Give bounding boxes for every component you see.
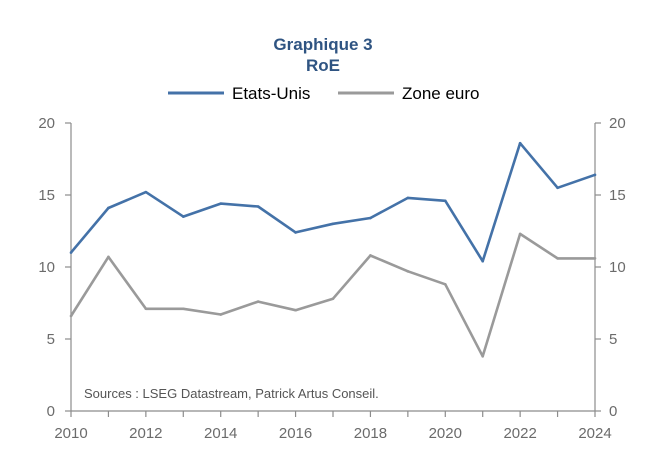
x-tick-label: 2018 [354,425,387,442]
data-point-zone-euro [144,307,148,311]
legend-label-zone-euro: Zone euro [402,84,480,103]
data-point-etats-unis [369,216,372,220]
data-point-zone-euro [69,314,73,318]
data-point-zone-euro [107,255,110,259]
data-point-etats-unis [331,222,335,226]
data-point-etats-unis [181,215,185,218]
data-point-zone-euro [406,270,410,273]
x-tick-label: 2020 [429,425,462,442]
x-tick-label: 2022 [503,425,536,442]
data-point-etats-unis [294,231,297,234]
source-note: Sources : LSEG Datastream, Patrick Artus… [84,386,379,401]
data-point-etats-unis [593,173,597,177]
data-point-etats-unis [406,196,410,200]
chart-subtitle: RoE [306,56,340,75]
series-line-zone-euro [69,232,595,358]
data-point-zone-euro [593,257,597,260]
y-tick-label-left: 10 [38,259,55,276]
legend-label-etats-unis: Etats-Unis [232,84,310,103]
data-point-zone-euro [219,313,223,316]
series-lines [69,141,597,358]
data-point-zone-euro [294,308,297,312]
y-tick-label-right: 20 [609,115,626,132]
data-point-zone-euro [518,232,522,236]
data-point-etats-unis [144,190,148,194]
data-point-etats-unis [219,202,223,205]
x-tick-label: 2012 [129,425,162,442]
data-point-etats-unis [518,141,522,145]
data-point-zone-euro [443,282,447,286]
data-point-zone-euro [556,257,559,260]
data-point-zone-euro [181,307,185,311]
data-point-zone-euro [369,254,372,257]
y-tick-label-right: 15 [609,187,626,204]
y-tick-label-left: 5 [47,331,55,348]
chart-title: Graphique 3 [273,35,372,54]
y-tick-label-left: 15 [38,187,55,204]
axes [65,122,601,417]
data-point-etats-unis [481,259,485,263]
y-tick-label-left: 0 [47,403,55,420]
tick-labels: 0 5 10 15 20 0 5 10 15 20 2010 2012 2014 2016 2018 2020… [38,115,625,442]
y-tick-label-right: 5 [609,331,617,348]
x-tick-label: 2010 [54,425,87,442]
data-point-zone-euro [481,354,485,358]
y-tick-label-right: 0 [609,403,617,420]
data-point-zone-euro [331,297,335,300]
data-point-etats-unis [69,251,73,254]
data-point-etats-unis [256,205,260,208]
data-point-etats-unis [107,206,110,210]
y-tick-label-left: 20 [38,115,55,132]
data-point-etats-unis [556,186,559,190]
data-point-etats-unis [443,199,447,203]
data-point-zone-euro [256,300,260,303]
x-tick-label: 2024 [578,425,611,442]
x-tick-label: 2016 [279,425,312,442]
x-tick-label: 2014 [204,425,237,442]
legend: Etats-Unis Zone euro [168,84,480,103]
y-tick-label-right: 10 [609,259,626,276]
